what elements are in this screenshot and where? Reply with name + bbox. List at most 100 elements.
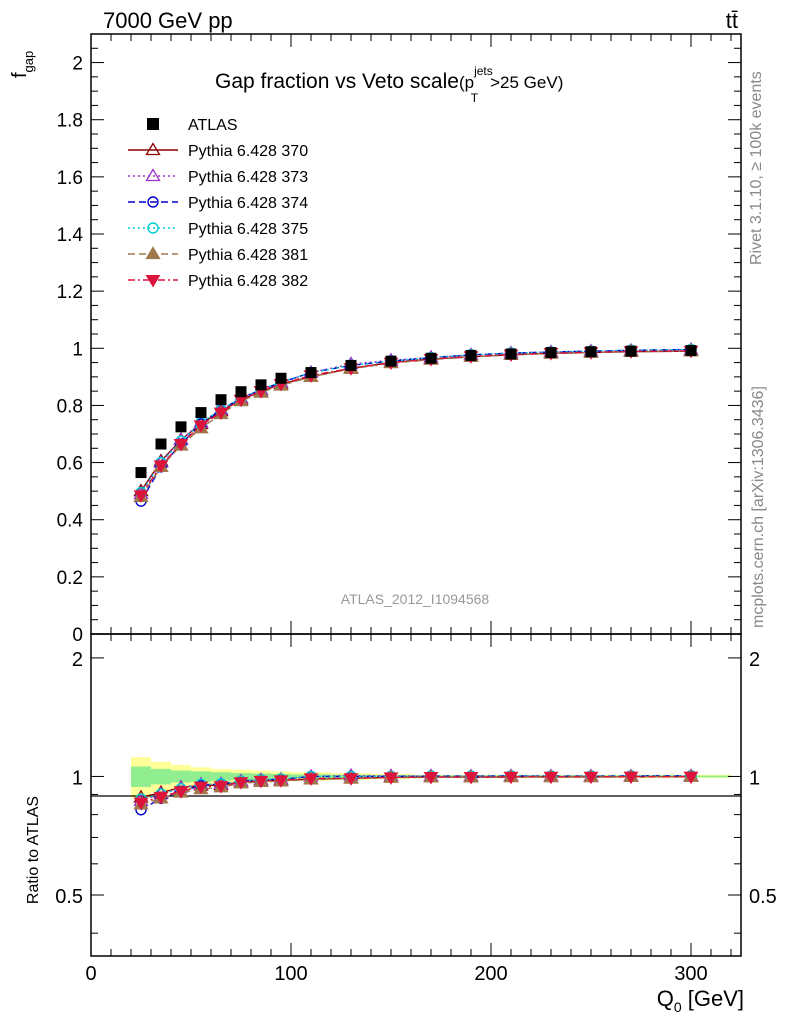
ratio-band-green xyxy=(131,766,151,788)
rivet-label: Rivet 3.1.10, ≥ 100k events xyxy=(748,71,765,265)
ratio-point-pythia-6-428-382 xyxy=(213,781,229,794)
main-xticks xyxy=(90,34,732,634)
point-pythia-6-428-382 xyxy=(173,439,189,452)
ratio-ytick-label-left: 0.5 xyxy=(55,886,83,908)
main-ytick-label: 0.4 xyxy=(57,511,84,532)
point-pythia-6-428-382 xyxy=(213,407,229,421)
series-line-pythia-6-428-381 xyxy=(140,350,692,498)
ratio-point-pythia-6-428-382 xyxy=(253,775,269,789)
point-atlas xyxy=(215,394,227,406)
ratio-band-green xyxy=(171,770,191,783)
main-ytick-label: 2 xyxy=(72,54,83,75)
main-ytick-label: 0.8 xyxy=(57,396,83,417)
x-tick-label: 200 xyxy=(474,963,507,985)
title-cut-sub: T xyxy=(471,91,479,105)
legend-label-pythia-6-428-373: Pythia 6.428 373 xyxy=(188,169,308,186)
point-atlas xyxy=(195,407,207,419)
ratio-point-pythia-6-428-382 xyxy=(683,771,699,785)
main-ytick-label: 1.6 xyxy=(57,168,83,189)
x-axis-label-main: Q xyxy=(657,986,674,1011)
ratio-frame xyxy=(90,633,742,957)
x-tick-label: 100 xyxy=(274,963,307,985)
legend-label-pythia-6-428-381: Pythia 6.428 381 xyxy=(188,247,308,264)
ratio-ylabel: Ratio to ATLAS xyxy=(25,796,42,904)
ratio-point-pythia-6-428-382 xyxy=(503,771,519,785)
main-ytick-label: 0.6 xyxy=(57,454,83,475)
legend-marker-pythia-6-428-381 xyxy=(145,246,161,260)
main-ytick-label: 1.8 xyxy=(57,111,83,132)
legend-label-pythia-6-428-374: Pythia 6.428 374 xyxy=(188,195,308,212)
ratio-point-pythia-6-428-382 xyxy=(383,772,399,785)
legend-label-pythia-6-428-375: Pythia 6.428 375 xyxy=(188,221,308,238)
point-atlas xyxy=(465,349,477,361)
header-right: tt̄ xyxy=(726,8,738,33)
point-atlas xyxy=(425,352,437,364)
series-line-pythia-6-428-382 xyxy=(140,350,692,496)
plot-title: Gap fraction vs Veto scale(pjets T >25 GeV… xyxy=(215,64,563,105)
title-main: Gap fraction vs Veto scale xyxy=(215,70,459,93)
title-cut: (p xyxy=(459,73,474,92)
ratio-ytick-label-right: 0.5 xyxy=(749,886,777,908)
analysis-watermark: ATLAS_2012_I1094568 xyxy=(341,591,490,607)
main-panel: 0 0.2 0.4 0.6 0.8 1 1.2 1.4 1.6 1.8 2 Gap fraction… xyxy=(9,33,742,646)
point-atlas xyxy=(345,359,357,371)
point-atlas xyxy=(625,345,637,357)
point-atlas xyxy=(305,367,317,379)
x-axis-label-tail: [GeV] xyxy=(682,986,744,1011)
ratio-ytick-label-left: 2 xyxy=(72,649,83,671)
ratio-band-green xyxy=(151,768,171,785)
main-ylabel: fgap xyxy=(9,51,36,78)
main-yticks: 0 0.2 0.4 0.6 0.8 1 1.2 1.4 1.6 1.8 2 xyxy=(57,33,741,646)
ratio-series-group xyxy=(133,767,699,816)
main-ytick-label: 0 xyxy=(72,625,83,646)
ratio-point-pythia-6-428-382 xyxy=(133,797,149,811)
ratio-ytick-label-right: 1 xyxy=(749,767,760,789)
legend-label-pythia-6-428-370: Pythia 6.428 370 xyxy=(188,143,308,160)
point-pythia-6-428-382 xyxy=(193,420,209,433)
ratio-ytick-label-left: 1 xyxy=(72,767,83,789)
point-atlas xyxy=(175,421,187,433)
ratio-point-pythia-6-428-382 xyxy=(233,777,249,790)
ratio-point-pythia-6-428-382 xyxy=(303,773,319,786)
point-atlas xyxy=(545,347,557,359)
main-ytick-label: 1.2 xyxy=(57,282,83,303)
point-atlas xyxy=(135,467,147,479)
legend-label-atlas: ATLAS xyxy=(188,117,238,134)
x-tick-label: 300 xyxy=(674,963,707,985)
ratio-xticks xyxy=(90,634,732,956)
ratio-point-pythia-6-428-382 xyxy=(463,771,479,785)
ratio-point-pythia-6-428-382 xyxy=(343,773,359,786)
legend-marker-pythia-6-428-375 xyxy=(147,222,159,234)
point-atlas xyxy=(255,379,267,391)
legend-marker-pythia-6-428-373 xyxy=(145,168,161,182)
point-pythia-6-428-382 xyxy=(133,490,149,503)
legend-marker-atlas xyxy=(147,118,159,130)
ratio-panel: 0.5 1 2 0.5 1 2 Ratio to ATLAS xyxy=(25,633,777,957)
main-ytick-label: 1 xyxy=(72,339,83,360)
series-line-pythia-6-428-375 xyxy=(140,348,692,493)
legend: ATLAS Pythia 6.428 370 Pythia 6.428 373 Pyt… xyxy=(128,117,308,290)
legend-marker-pythia-6-428-374 xyxy=(147,196,159,208)
legend-marker-pythia-6-428-382 xyxy=(145,275,161,288)
ratio-point-pythia-6-428-382 xyxy=(273,775,289,788)
ratio-point-pythia-6-428-382 xyxy=(623,771,639,785)
ratio-point-pythia-6-428-382 xyxy=(583,771,599,785)
point-atlas xyxy=(155,438,167,450)
point-atlas xyxy=(585,346,597,358)
point-atlas xyxy=(275,372,287,384)
x-tick-label: 0 xyxy=(85,963,96,985)
series-line-pythia-6-428-373 xyxy=(140,349,692,495)
series-line-pythia-6-428-370 xyxy=(140,350,692,492)
legend-label-pythia-6-428-382: Pythia 6.428 382 xyxy=(188,273,308,290)
header-left: 7000 GeV pp xyxy=(103,8,233,33)
x-axis-label: Q0 [GeV] xyxy=(657,986,744,1015)
legend-marker-pythia-6-428-370 xyxy=(145,142,161,156)
ratio-band-green xyxy=(191,771,211,782)
title-cut-sup: jets xyxy=(473,64,493,78)
title-cut-tail: >25 GeV) xyxy=(490,73,563,92)
point-atlas xyxy=(505,348,517,360)
main-ylabel-text: f xyxy=(9,72,31,78)
main-ytick-label: 1.4 xyxy=(57,225,84,246)
point-atlas xyxy=(685,345,697,357)
